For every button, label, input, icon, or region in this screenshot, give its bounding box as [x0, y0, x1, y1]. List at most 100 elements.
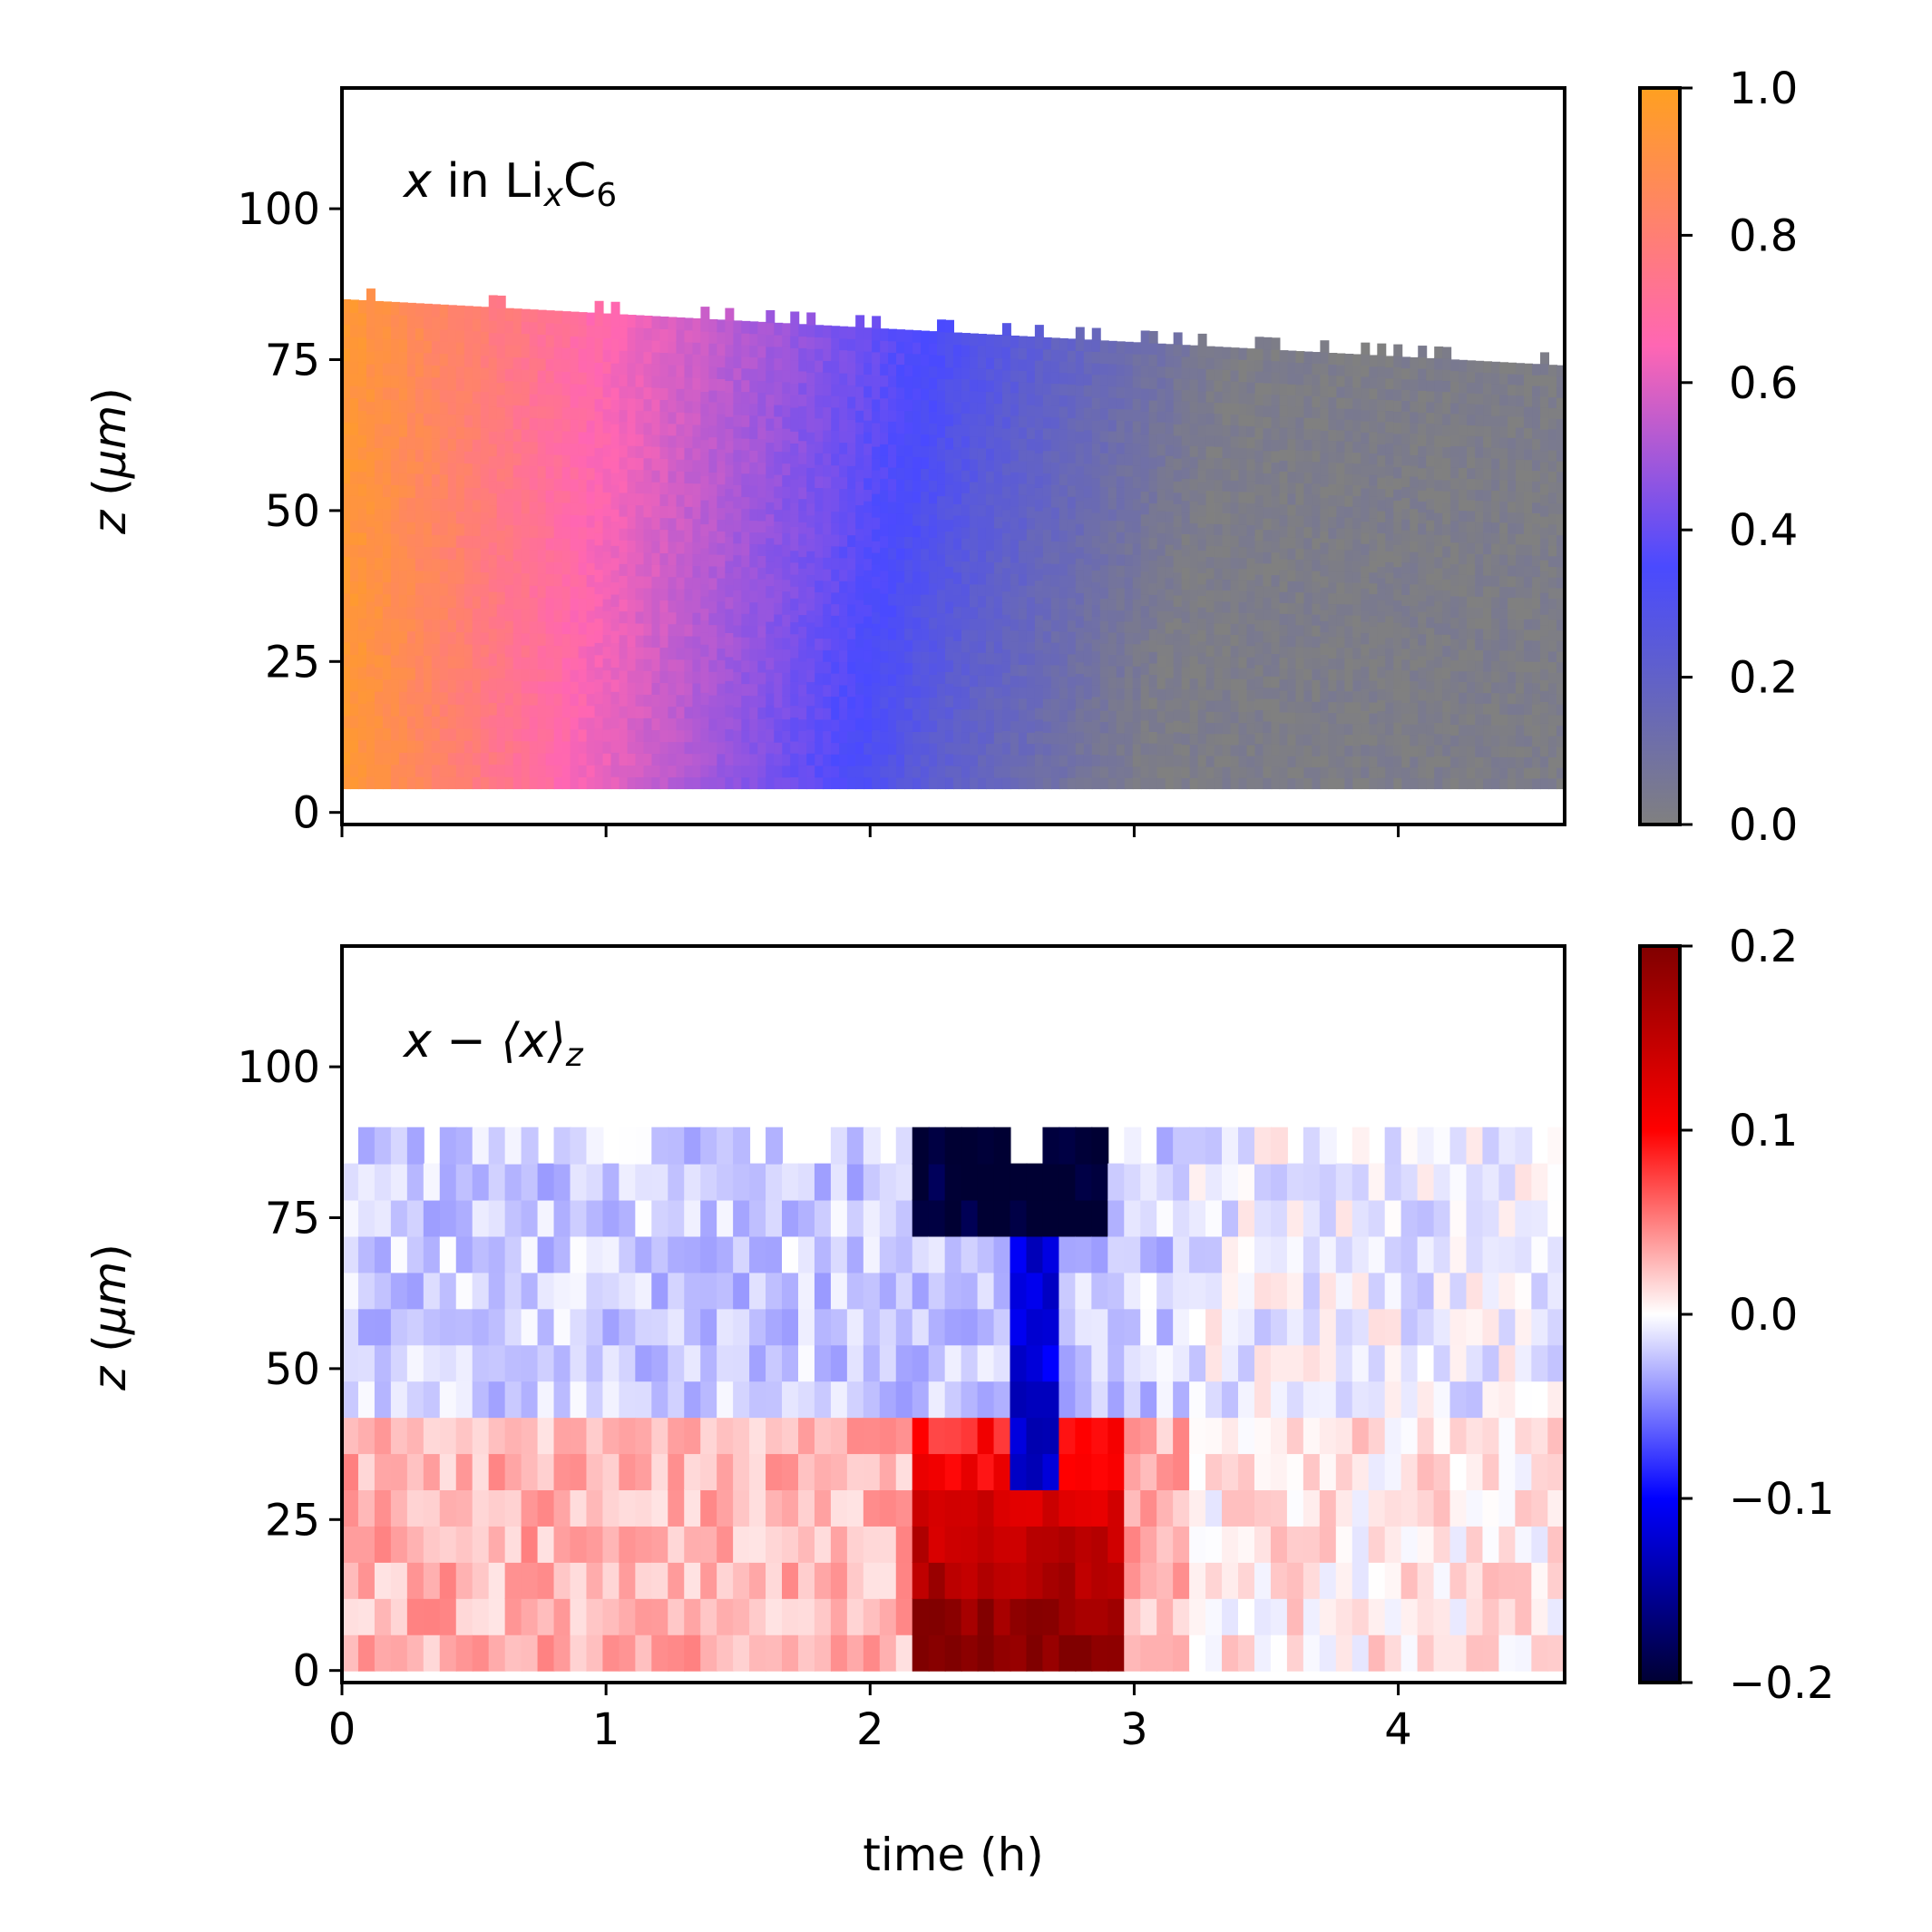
- top-heatmap-cell: [668, 706, 678, 719]
- top-heatmap-cell: [578, 550, 588, 563]
- top-heatmap-cell: [790, 705, 800, 718]
- top-heatmap-cell: [733, 425, 743, 439]
- top-heatmap-cell: [610, 411, 620, 424]
- top-heatmap-cell: [521, 380, 531, 395]
- top-heatmap-cell: [398, 751, 408, 766]
- top-heatmap-cell: [717, 565, 727, 579]
- top-heatmap-cell: [1181, 489, 1191, 502]
- top-heatmap-cell: [1050, 518, 1060, 531]
- top-heatmap-cell: [1214, 368, 1224, 381]
- top-heatmap-cell: [945, 355, 954, 368]
- top-heatmap-cell: [1148, 456, 1158, 470]
- top-heatmap-cell: [1156, 410, 1166, 423]
- top-heatmap-cell: [708, 389, 718, 403]
- top-heatmap-cell: [790, 525, 800, 540]
- top-heatmap-cell: [586, 645, 596, 659]
- top-heatmap-cell: [1091, 362, 1101, 376]
- top-heatmap-cell: [904, 398, 914, 412]
- top-heatmap-cell: [1295, 689, 1305, 702]
- top-heatmap-cell: [1303, 405, 1313, 418]
- top-heatmap-cell: [1140, 730, 1150, 744]
- top-heatmap-cell: [1238, 403, 1248, 415]
- top-heatmap-cell: [725, 440, 735, 454]
- top-heatmap-cell: [480, 499, 490, 512]
- top-heatmap-cell: [945, 366, 954, 380]
- top-heatmap-cell: [1230, 424, 1240, 437]
- top-heatmap-cell: [610, 557, 620, 571]
- top-heatmap-cell: [1165, 755, 1175, 767]
- top-heatmap-cell: [398, 387, 408, 401]
- top-heatmap-cell: [1344, 581, 1354, 594]
- top-heatmap-cell: [766, 346, 776, 359]
- top-heatmap-cell: [1140, 536, 1150, 550]
- top-heatmap-cell: [561, 752, 571, 766]
- top-heatmap-cell: [985, 629, 995, 642]
- top-heatmap-cell: [977, 402, 987, 415]
- top-heatmap-cell: [357, 641, 367, 656]
- top-heatmap-cell: [521, 776, 531, 790]
- top-heatmap-cell: [1165, 621, 1175, 634]
- top-heatmap-cell: [447, 377, 457, 391]
- top-heatmap-cell: [390, 483, 400, 498]
- top-heatmap-cell: [1238, 678, 1248, 690]
- top-heatmap-cell: [1246, 623, 1256, 636]
- top-heatmap-cell: [733, 765, 743, 778]
- top-heatmap-cell: [1042, 652, 1052, 666]
- top-heatmap-cell: [749, 438, 759, 451]
- top-heatmap-cell: [545, 752, 555, 766]
- top-heatmap-cell: [406, 387, 416, 401]
- top-heatmap-cell: [529, 704, 539, 717]
- top-heatmap-cell: [586, 491, 596, 504]
- top-heatmap-cell: [610, 581, 620, 595]
- top-heatmap-cell: [406, 691, 416, 705]
- top-heatmap-cell: [1336, 756, 1346, 768]
- top-heatmap-cell: [357, 446, 367, 460]
- top-heatmap-cell: [496, 493, 506, 506]
- top-heatmap-cell: [455, 776, 465, 790]
- top-heatmap-cell: [1124, 532, 1134, 544]
- top-heatmap-cell: [480, 547, 490, 561]
- top-heatmap-cell: [610, 654, 620, 668]
- top-heatmap-cell: [757, 671, 767, 685]
- top-heatmap-cell: [985, 618, 995, 630]
- top-heatmap-cell: [1001, 707, 1011, 720]
- top-heatmap-cell: [953, 754, 962, 766]
- top-heatmap-cell: [896, 742, 906, 756]
- top-heatmap-cell: [1197, 595, 1207, 608]
- top-heatmap-cell: [872, 599, 882, 612]
- top-heatmap-cell: [831, 429, 841, 443]
- top-heatmap-cell: [855, 374, 865, 387]
- top-heatmap-cell: [676, 588, 686, 601]
- top-heatmap-cell: [382, 764, 392, 777]
- top-heatmap-cell: [349, 409, 359, 424]
- top-heatmap-cell: [406, 715, 416, 729]
- top-heatmap-cell: [1238, 480, 1248, 493]
- top-heatmap-cell: [676, 482, 686, 495]
- top-heatmap-cell: [774, 555, 784, 569]
- top-heatmap-cell: [1148, 422, 1158, 435]
- top-heatmap-cell: [1018, 686, 1028, 699]
- top-heatmap-cell: [676, 317, 686, 330]
- top-heatmap-cell: [880, 454, 890, 468]
- top-heatmap-cell: [1344, 690, 1354, 703]
- top-heatmap-cell: [1246, 568, 1256, 581]
- top-heatmap-cell: [1148, 605, 1158, 619]
- top-heatmap-cell: [757, 532, 767, 545]
- top-heatmap-cell: [1083, 384, 1093, 397]
- top-heatmap-cell: [864, 753, 873, 766]
- top-heatmap-cell: [366, 463, 376, 477]
- top-heatmap-cell: [586, 395, 596, 409]
- top-heatmap-cell: [855, 433, 865, 446]
- top-heatmap-cell: [798, 590, 808, 604]
- top-heatmap-cell: [1344, 418, 1354, 431]
- top-heatmap-cell: [1189, 489, 1199, 502]
- top-heatmap-cell: [1050, 630, 1060, 643]
- top-heatmap-cell: [872, 705, 882, 718]
- top-heatmap-cell: [1189, 721, 1199, 735]
- top-heatmap-cell: [619, 646, 629, 659]
- top-heatmap-cell: [1214, 733, 1224, 746]
- top-heatmap-cell: [1312, 744, 1322, 756]
- top-heatmap-cell: [1099, 418, 1109, 432]
- top-heatmap-cell: [847, 718, 857, 732]
- top-heatmap-cell: [937, 506, 947, 520]
